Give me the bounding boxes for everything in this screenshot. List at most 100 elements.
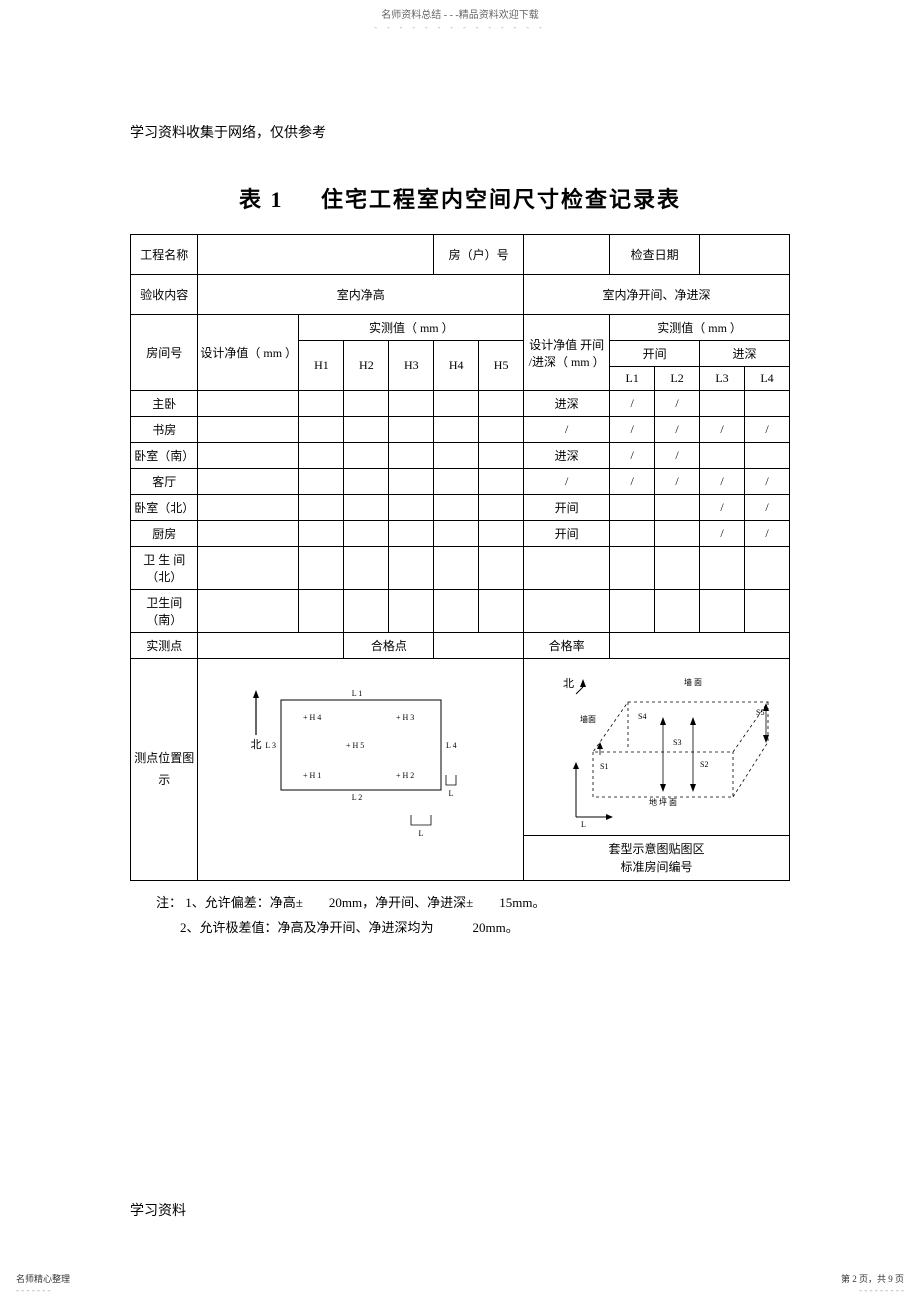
cell-room-no-value [524,235,610,275]
cell: / [655,469,700,495]
cell [700,391,745,417]
svg-text:墙面: 墙面 [580,714,596,724]
caption1: 套型示意图贴图区 [526,840,787,858]
cell: / [700,521,745,547]
svg-text:S1: S1 [600,762,608,771]
cell: / [744,469,789,495]
cell [610,633,790,659]
cell: / [655,417,700,443]
cell: / [744,495,789,521]
cell [610,521,655,547]
intro-text: 学习资料收集于网络，仅供参考 [130,122,790,142]
room-name: 书房 [131,417,198,443]
cell: / [610,391,655,417]
svg-text:L 1: L 1 [351,689,362,698]
room-dim [524,590,610,633]
room-name: 主卧 [131,391,198,417]
page-title: 表 1 住宅工程室内空间尺寸检查记录表 [130,182,790,214]
room-name: 卧室（南） [131,443,198,469]
bottom-left: 名师精心整理 - - - - - - - [16,1272,70,1295]
room-dim: / [524,469,610,495]
svg-text:+ H 4: + H 4 [303,713,321,722]
room-dim: 开间 [524,521,610,547]
cell [434,633,524,659]
cell [610,547,655,590]
label-shineijingkai: 室内净开间、净进深 [524,275,790,315]
cell: / [610,417,655,443]
svg-text:L: L [448,789,453,798]
diagram-right-svg: 北 [528,667,788,827]
label-design-h: 设计净值（ mm ） [198,315,299,391]
cell [655,547,700,590]
cell [610,590,655,633]
caption2: 标准房间编号 [526,858,787,876]
diagram-caption: 套型示意图贴图区 标准房间编号 [524,836,790,881]
col-h5: H5 [479,341,524,391]
svg-text:L 2: L 2 [351,793,362,802]
cell [655,521,700,547]
cell: / [700,417,745,443]
cell [700,590,745,633]
cell [700,443,745,469]
table-row: 书房 / / / / / [131,417,790,443]
col-l3: L3 [700,367,745,391]
svg-text:+ H 5: + H 5 [346,741,364,750]
diagram-left-svg: 北 L 1 L 2 L 3 L 4 + H 4 + H 3 + H 5 + H … [231,680,491,860]
svg-text:北: 北 [250,738,261,751]
cell: / [655,443,700,469]
note1: 注： 1、允许偏差：净高± 20mm，净开间、净进深± 15mm。 [156,895,545,910]
cell: / [744,521,789,547]
svg-text:墙 面: 墙 面 [684,677,702,687]
label-roomno-col: 房间号 [131,315,198,391]
svg-text:北: 北 [563,677,574,690]
label-measured-h: 实测值（ mm ） [299,315,524,341]
col-h2: H2 [344,341,389,391]
col-l1: L1 [610,367,655,391]
table-row: 卫生间（南） [131,590,790,633]
svg-text:L 3: L 3 [265,741,276,750]
label-hege: 合格点 [344,633,434,659]
room-name: 卫 生 间（北） [131,547,198,590]
svg-text:S4: S4 [638,712,646,721]
room-dim: / [524,417,610,443]
cell: / [700,495,745,521]
note2: 2、允许极差值：净高及净开间、净进深均为 20mm。 [156,916,790,941]
svg-text:S3: S3 [673,738,681,747]
room-dim [524,547,610,590]
label-shice: 实测点 [131,633,198,659]
cell [744,443,789,469]
cell: / [610,469,655,495]
col-l2: L2 [655,367,700,391]
room-name: 卫生间（南） [131,590,198,633]
summary-row: 实测点 合格点 合格率 [131,633,790,659]
table-row: 卧室（北） 开间 / / [131,495,790,521]
notes: 注： 1、允许偏差：净高± 20mm，净开间、净进深± 15mm。 2、允许极差… [130,891,790,940]
label-hegelu: 合格率 [524,633,610,659]
diagram-left: 北 L 1 L 2 L 3 L 4 + H 4 + H 3 + H 5 + H … [198,659,524,881]
inspection-table: 工程名称 房（户）号 检查日期 验收内容 室内净高 室内净开间、净进深 房间号 … [130,234,790,881]
label-date: 检查日期 [610,235,700,275]
svg-text:L: L [418,829,423,838]
svg-text:+ H 1: + H 1 [303,771,321,780]
col-h4: H4 [434,341,479,391]
room-dim: 进深 [524,391,610,417]
svg-text:S2: S2 [700,760,708,769]
label-project: 工程名称 [131,235,198,275]
cell [655,590,700,633]
header-note: 名师资料总结 - - -精品资料欢迎下载 [0,6,920,21]
table-row: 卫 生 间（北） [131,547,790,590]
cell [744,547,789,590]
cell [655,495,700,521]
cell: / [700,469,745,495]
label-design-kj: 设计净值 开间 /进深（ mm ） [524,315,610,391]
table-row: 厨房 开间 / / [131,521,790,547]
room-name: 卧室（北） [131,495,198,521]
label-shineijingao: 室内净高 [198,275,524,315]
svg-text:地 坪 面: 地 坪 面 [649,797,677,807]
cell: / [610,443,655,469]
svg-text:L: L [581,820,586,827]
svg-text:L 4: L 4 [446,741,457,750]
svg-text:S5: S5 [756,708,764,717]
col-js: 进深 [700,341,790,367]
cell-date-value [700,235,790,275]
